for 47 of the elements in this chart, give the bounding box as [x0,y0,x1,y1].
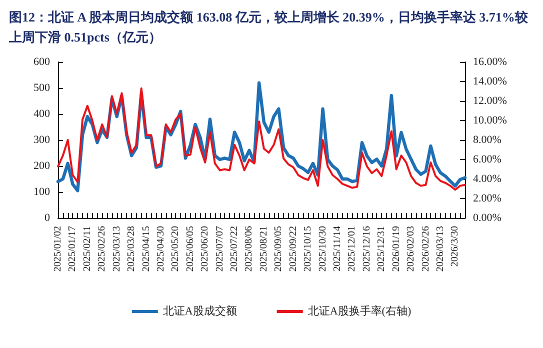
x-tick-label: 2025/12/01 [346,226,358,272]
x-tick-label: 2025/01/02 [52,226,64,272]
y-tick-label: 400 [34,108,50,120]
x-tick-label: 2025/08/21 [258,226,270,272]
x-tick-label: 2026/02/26 [420,226,432,272]
x-tick-label: 2025/04/30 [155,226,166,272]
x-tick-label: 2025/10/30 [317,226,328,272]
x-tick-label: 2026/03/13 [434,226,446,272]
x-tick-label: 2026/02/03 [406,226,417,272]
x-tick-label: 2025/02/11 [82,226,93,272]
x-tick-label: 2025/03/13 [111,226,122,272]
y2-tick-label: 12.00% [473,95,507,107]
x-tick-label: 2025/07/07 [214,226,226,272]
y-tick-label: 500 [34,82,50,94]
chart-title: 图12：北证 A 股本周日均成交额 163.08 亿元，较上周增长 20.39%，日均换手率达 3.71%较上周下滑 0.51pcts（亿元） [8,10,529,44]
x-tick-label: 2025/06/05 [184,226,196,272]
x-tick-label: 2025/03/28 [126,226,138,272]
y-tick-label: 0 [44,212,50,224]
y-tick-label: 300 [34,134,50,146]
y2-tick-label: 16.00% [473,56,507,68]
y2-tick-label: 2.00% [473,192,502,204]
y2-tick-label: 0.00% [473,212,502,224]
y-tick-label: 200 [34,160,50,172]
legend-label: 北证A股成交额 [162,304,237,318]
x-tick-label: 2026/3/30 [450,226,461,267]
y-tick-label: 100 [34,186,50,198]
x-tick-label: 2026/01/19 [390,226,402,272]
x-tick-label: 2025/12/16 [361,226,372,272]
x-tick-label: 2025/06/20 [200,226,211,272]
x-tick-label: 2025/05/20 [170,226,182,272]
y2-tick-label: 10.00% [473,114,507,126]
x-tick-label: 2025/02/26 [96,226,108,272]
x-tick-label: 2025/10/15 [302,226,314,272]
x-tick-label: 2025/04/15 [140,226,152,272]
y-tick-label: 600 [34,56,50,68]
x-tick-label: 2025/11/14 [332,226,344,272]
y2-tick-label: 4.00% [473,173,502,185]
x-tick-label: 2025/01/17 [67,226,78,272]
y2-tick-label: 8.00% [473,134,502,146]
x-tick-label: 2025/09/22 [288,226,299,272]
x-tick-label: 2025/12/31 [376,226,388,272]
x-tick-label: 2025/09/05 [273,226,284,272]
y2-tick-label: 14.00% [473,76,507,88]
y2-tick-label: 6.00% [473,154,502,166]
x-tick-label: 2025/07/22 [229,226,240,272]
x-tick-label: 2025/08/06 [244,226,255,272]
legend-label: 北证A股换手率(右轴) [308,304,412,318]
